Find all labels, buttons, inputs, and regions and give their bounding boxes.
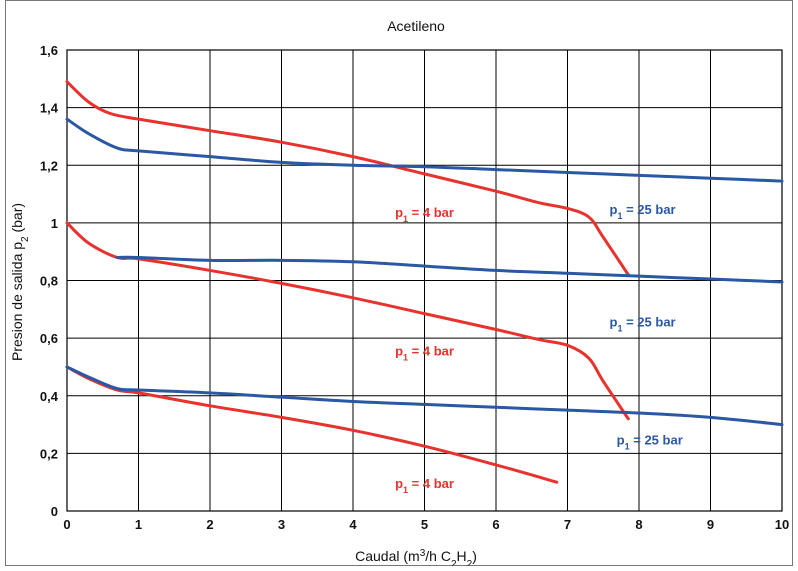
x-tick-label: 10 (775, 517, 789, 532)
series-line-2 (65, 117, 784, 183)
annotation-label-4: p1 = 4 bar (395, 343, 454, 362)
y-axis-label-sub: 2 (20, 236, 31, 242)
y-axis-label-pre: Presion de salida p (9, 242, 25, 361)
y-tick-label: 0 (51, 504, 58, 519)
annotation-label-3: p1 = 25 bar (610, 315, 676, 334)
series (65, 80, 784, 484)
x-axis-label-sup: 3 (420, 548, 426, 559)
annotation-label-1: p1 = 4 bar (395, 205, 454, 224)
x-axis-label-mid2: H (457, 548, 467, 564)
series-line-1 (65, 80, 630, 277)
x-tick-label: 9 (707, 517, 714, 532)
y-axis-label-post: (bar) (9, 203, 25, 236)
tick-labels: 0 1 2 3 4 5 6 7 8 9 10 0 0,2 0,4 0,6 0,8 1 1,2 1,4 1,6 (40, 43, 789, 532)
y-tick-label: 1,2 (40, 158, 58, 173)
series-line-4 (115, 255, 784, 284)
chart-frame (5, 0, 793, 566)
x-tick-label: 7 (564, 517, 571, 532)
x-axis-label-sub2: 2 (467, 559, 473, 567)
x-axis-label: Caudal (m3/h C2H2) (355, 548, 477, 567)
y-tick-label: 1 (51, 216, 58, 231)
y-axis-label: Presion de salida p2 (bar) (9, 203, 31, 361)
x-tick-label: 1 (135, 517, 142, 532)
y-tick-label: 0,2 (40, 446, 58, 461)
x-tick-label: 6 (492, 517, 499, 532)
x-axis-label-post: ) (472, 548, 477, 564)
y-tick-label: 1,4 (40, 101, 59, 116)
x-tick-label: 5 (421, 517, 428, 532)
x-tick-label: 0 (63, 517, 70, 532)
x-axis-label-mid1: /h C (425, 548, 451, 564)
annotation-label-6: p1 = 4 bar (395, 476, 454, 495)
y-tick-label: 0,4 (40, 389, 59, 404)
annotation-label-5: p1 = 25 bar (617, 433, 683, 452)
x-tick-label: 8 (635, 517, 642, 532)
chart-title: Acetileno (387, 18, 445, 34)
y-tick-label: 1,6 (40, 43, 58, 58)
y-tick-label: 0,6 (40, 331, 58, 346)
series-line-6 (65, 365, 784, 427)
x-tick-label: 4 (349, 517, 357, 532)
annotation-label-2: p1 = 25 bar (610, 202, 676, 221)
x-axis-label-pre: Caudal (m (355, 548, 420, 564)
x-axis-label-sub1: 2 (451, 559, 457, 567)
x-tick-label: 2 (206, 517, 213, 532)
x-tick-label: 3 (278, 517, 285, 532)
annotations: p1 = 4 bar p1 = 25 bar p1 = 25 bar p1 = 4 b… (395, 202, 683, 495)
y-tick-label: 0,8 (40, 274, 58, 289)
